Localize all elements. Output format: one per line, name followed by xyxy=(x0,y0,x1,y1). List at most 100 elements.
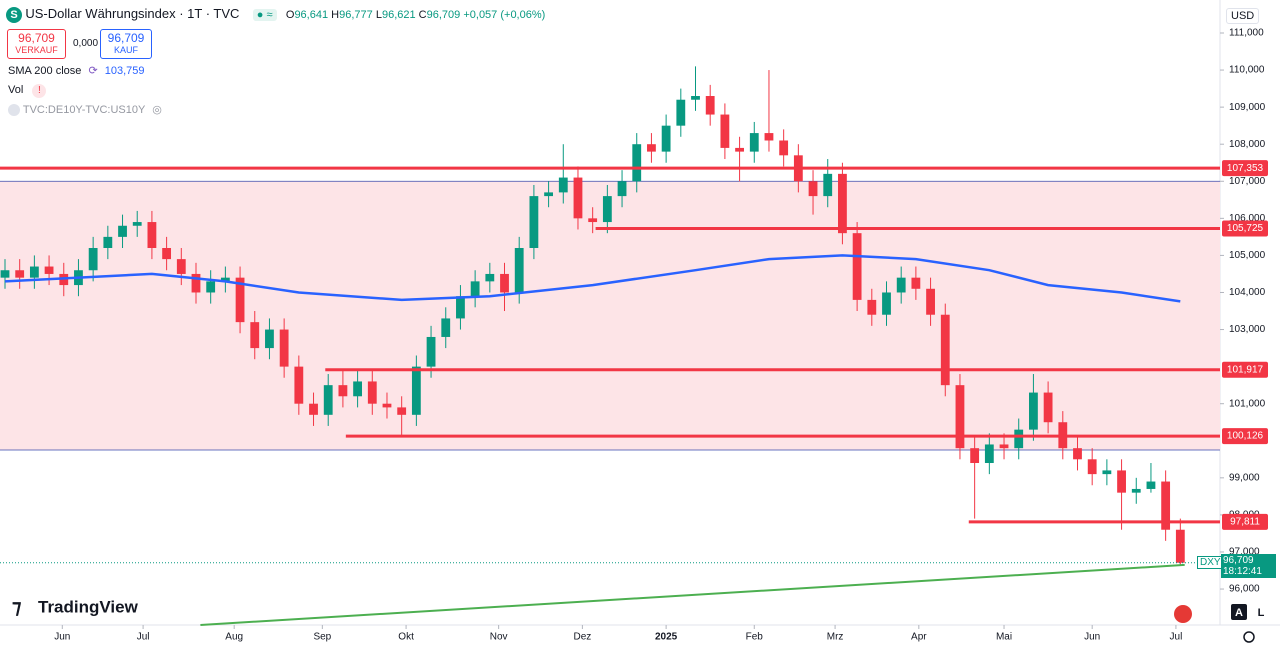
candle-body xyxy=(970,448,980,464)
candle-body xyxy=(500,273,509,293)
x-tick-label: 2025 xyxy=(655,632,678,643)
vol-legend[interactable]: Vol ! xyxy=(8,84,47,98)
y-tick-label: 110,000 xyxy=(1229,65,1265,76)
ohlc-value: 96,621 xyxy=(381,9,416,21)
currency-button[interactable]: USD xyxy=(1226,8,1260,24)
candle-body xyxy=(1175,529,1185,563)
candle-body xyxy=(353,381,363,397)
candle-body xyxy=(441,318,451,337)
candle-body xyxy=(647,144,656,152)
x-tick-label: Mai xyxy=(996,632,1012,643)
candle-body xyxy=(118,225,127,237)
ohlc-key: O xyxy=(285,9,295,21)
y-tick-label: 108,000 xyxy=(1229,139,1266,150)
sell-button[interactable]: 96,709 VERKAUF xyxy=(7,29,66,59)
candle-body xyxy=(926,288,935,315)
candle-body xyxy=(397,407,407,415)
candle-body xyxy=(1043,392,1053,423)
level-label: 107,353 xyxy=(1227,163,1264,174)
buy-button[interactable]: 96,709 KAUF xyxy=(100,29,152,59)
x-tick-label: Jul xyxy=(1170,632,1183,643)
candle-body xyxy=(15,270,25,278)
candle-body xyxy=(558,177,568,193)
candle-body xyxy=(235,277,245,323)
level-label: 101,917 xyxy=(1227,364,1264,375)
sma-line xyxy=(4,254,1181,303)
candle-body xyxy=(132,222,142,226)
candle-body xyxy=(485,273,495,282)
change: +0,057 (+0,06%) xyxy=(463,9,546,21)
flag-icon xyxy=(1174,605,1192,623)
candle-body xyxy=(940,314,950,386)
price-tag-price: 96,709 xyxy=(1223,555,1254,566)
x-tick-label: Nov xyxy=(490,632,508,643)
price-tag-symbol: DXY xyxy=(1197,556,1224,569)
candle-body xyxy=(838,173,847,234)
logo-mark: ⁊ xyxy=(12,597,21,618)
candle-body xyxy=(544,192,553,197)
candle-body xyxy=(661,125,671,152)
y-tick-label: 97,000 xyxy=(1229,547,1260,558)
status-badge[interactable]: ● ≈ xyxy=(252,9,277,21)
y-tick-label: 107,000 xyxy=(1229,176,1266,187)
sma-legend[interactable]: SMA 200 close ⟳ 103,759 xyxy=(8,65,145,77)
trendline xyxy=(200,563,1185,626)
x-tick-label: Dez xyxy=(573,632,591,643)
candle-body xyxy=(176,259,186,274)
plot xyxy=(0,66,1220,626)
level-label: 100,126 xyxy=(1227,431,1264,442)
y-tick-label: 105,000 xyxy=(1229,250,1266,261)
candle-body xyxy=(1014,429,1024,449)
y-tick-label: 103,000 xyxy=(1229,324,1266,335)
symbol-title[interactable]: US-Dollar Währungsindex · 1T · TVC xyxy=(25,6,240,21)
level-label: 97,811 xyxy=(1230,517,1260,528)
candle-body xyxy=(852,233,862,300)
auto-scale-button[interactable] xyxy=(1231,604,1247,620)
candle-body xyxy=(279,329,289,367)
x-tick-label: Apr xyxy=(911,632,927,643)
y-tick-label: 101,000 xyxy=(1229,398,1266,409)
price-tag-countdown: 18:12:41 xyxy=(1223,566,1262,577)
ohlc-value: 96,777 xyxy=(339,9,373,21)
level-label-bg xyxy=(1222,361,1268,378)
level-label-bg xyxy=(1222,428,1268,445)
candle-body xyxy=(617,181,627,197)
candle-body xyxy=(749,133,759,152)
candle-body xyxy=(220,277,230,282)
candle-body xyxy=(955,385,965,449)
level-label-bg xyxy=(1222,220,1268,237)
candle-body xyxy=(191,273,201,293)
candle-body xyxy=(999,444,1009,449)
candle-body xyxy=(367,381,377,404)
candle-body xyxy=(691,96,700,100)
sell-price: 96,709 xyxy=(18,31,55,45)
compare-legend[interactable]: TVC:DE10Y-TVC:US10Y ◎ xyxy=(8,103,162,117)
candle-body xyxy=(1073,448,1082,460)
buy-label: KAUF xyxy=(113,45,138,55)
sell-label: VERKAUF xyxy=(15,45,58,55)
candle-body xyxy=(529,196,539,248)
candle-body xyxy=(705,96,715,115)
settings-icon[interactable] xyxy=(1243,631,1255,643)
spread: 0,000 xyxy=(73,38,99,49)
candle-body xyxy=(88,247,98,271)
candle-body xyxy=(1146,481,1156,489)
candle-body xyxy=(147,222,157,248)
log-scale-button[interactable]: L xyxy=(1258,607,1265,619)
auto-scale-label: A xyxy=(1235,607,1243,619)
x-tick-label: Sep xyxy=(313,632,331,643)
candle-body xyxy=(1029,392,1038,430)
price-tag: 96,709 18:12:41 xyxy=(1221,554,1276,578)
candle-body xyxy=(456,296,465,319)
candle-body xyxy=(162,247,172,260)
candle-body xyxy=(573,177,583,219)
candle-body xyxy=(250,322,260,349)
candle-body xyxy=(294,366,304,404)
candle-body xyxy=(896,277,906,293)
candle-body xyxy=(1161,481,1171,530)
candle-body xyxy=(720,114,730,148)
candle-body xyxy=(44,266,54,274)
candle-body xyxy=(779,140,789,156)
candle-body xyxy=(426,336,436,367)
